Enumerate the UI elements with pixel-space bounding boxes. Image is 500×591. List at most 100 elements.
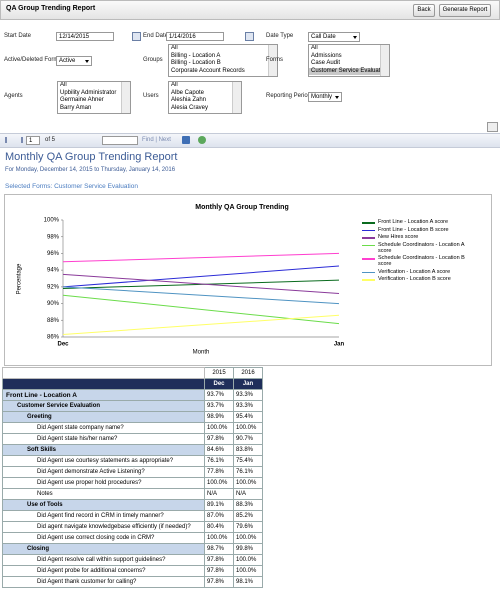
list-option[interactable]: Admissions [311,52,342,59]
y-tick-label: 88% [47,318,60,324]
collapse-button[interactable] [487,122,498,132]
date-type-select[interactable]: Call Date [308,32,360,42]
groups-listbox[interactable]: All Billing - Location A Billing - Locatio… [168,44,278,77]
list-option[interactable]: Alesia Cravey [171,104,209,111]
month-header-cell: Dec [204,378,234,390]
y-tick-label: 94% [47,268,60,274]
forms-status-select[interactable]: Active [56,56,92,66]
series-line [62,252,340,263]
x-tick-label: Dec [57,342,69,348]
row-label: Did Agent use courtesy statements as app… [2,455,205,467]
legend-entry: Front Line - Location A score [360,219,470,225]
series-line [62,294,340,325]
value-cell: 100.0% [233,565,263,577]
forms-listbox[interactable]: All Admissions Case Audit Customer Service … [308,44,390,77]
value-cell: 93.7% [204,389,234,401]
report-toolbar: 1 of 5 Find | Next [0,133,500,148]
series-line [62,286,340,305]
legend-label: Front Line - Location B score [378,226,449,233]
row-label: Did Agent state his/her name? [2,433,205,445]
legend-entry: Schedule Coordinators - Location B score [360,255,470,267]
value-cell: 77.8% [204,466,234,478]
table-row: Did agent navigate knowledgebase efficie… [2,521,263,533]
series-line [62,273,340,295]
value-cell: N/A [233,488,263,500]
row-label: Did Agent use proper hold procedures? [2,477,205,489]
y-tick-label: 92% [47,284,60,290]
generate-button[interactable]: Generate Report [439,4,491,17]
value-cell: 93.3% [233,389,263,401]
y-tick-label: 86% [47,335,60,341]
legend-swatch [362,244,375,246]
row-label: Did Agent resolve call within support gu… [2,554,205,566]
list-option[interactable]: Billing - Location B [171,60,221,66]
series-line [62,265,340,288]
row-label: Did Agent use correct closing code in CR… [2,532,205,544]
export-icon[interactable] [182,136,190,144]
agents-listbox[interactable]: All Upbility Administrator Germaine Ahner B… [57,81,131,114]
list-option[interactable]: Customer Service Evaluation [309,67,389,75]
value-cell: 100.0% [233,422,263,434]
table-row: Did Agent resolve call within support gu… [2,554,263,566]
row-label: Did Agent thank customer for calling? [2,576,205,588]
table-row: Did Agent use proper hold procedures? 100… [2,477,263,489]
table-row: Did Agent find record in CRM in timely m… [2,510,263,522]
calendar-icon[interactable] [245,32,254,41]
refresh-icon[interactable] [198,136,206,144]
value-cell: 98.1% [233,576,263,588]
value-cell: 87.0% [204,510,234,522]
list-option[interactable]: All [311,45,318,51]
list-option[interactable]: All [60,82,67,88]
row-label: Greeting [2,411,205,423]
legend-swatch [362,258,375,260]
value-cell: 95.4% [233,411,263,423]
row-label: Notes [2,488,205,500]
list-option[interactable]: Germaine Ahner [60,97,104,103]
label: Date Type [266,33,294,39]
back-button[interactable]: Back [413,4,435,17]
table-row: Front Line - Location A 93.7% 93.3% [2,389,263,401]
label: Active/Deleted Forms [4,57,62,63]
list-option[interactable]: Corporate Account Records [171,67,245,74]
value-cell: 85.2% [233,510,263,522]
list-option[interactable]: Case Audit [311,60,341,66]
value-cell: 100.0% [233,532,263,544]
list-option[interactable]: Aleshia Zahn [171,97,207,103]
list-option[interactable]: All [171,45,178,51]
value-cell: 84.6% [204,444,234,456]
table-row: Notes N/A N/A [2,488,263,500]
value-cell: 100.0% [204,532,234,544]
table-row: Did Agent use correct closing code in CR… [2,532,263,544]
list-option[interactable]: Albe Capote [171,89,205,96]
value-cell: 100.0% [204,422,234,434]
start-date-input[interactable]: 12/14/2015 [56,32,114,41]
list-option[interactable]: Billing - Location A [171,52,221,59]
selected-forms: Selected Forms: Customer Service Evaluat… [5,183,138,190]
end-date-input[interactable]: 1/14/2016 [166,32,224,41]
page-input[interactable]: 1 [26,136,40,145]
list-option[interactable]: All [171,82,178,88]
legend-swatch [362,229,375,231]
reporting-period-select[interactable]: Monthly [308,92,342,102]
month-header: Dec Jan [2,378,263,390]
label: End Date [143,33,169,39]
users-listbox[interactable]: All Albe Capote Aleshia Zahn Alesia Cravey [168,81,242,114]
find-next[interactable]: Find | Next [142,137,171,143]
list-option[interactable]: Upbility Administrator [60,89,117,96]
row-label: Did Agent demonstrate Active Listening? [2,466,205,478]
y-tick-label: 96% [47,251,60,257]
label: Forms [266,57,283,63]
row-label: Did agent navigate knowledgebase efficie… [2,521,205,533]
calendar-icon[interactable] [132,32,141,41]
y-tick-label: 98% [47,234,60,240]
value-cell: 83.8% [233,444,263,456]
find-input[interactable] [102,136,138,145]
nav-buttons[interactable] [5,137,23,143]
chart: Monthly QA Group Trending Percentage Mon… [17,204,345,356]
row-label: Use of Tools [2,499,205,511]
list-option[interactable]: Barry Aman [60,104,92,111]
legend-label: New Hires score [378,234,419,240]
value-cell: 88.3% [233,499,263,511]
y-tick-label: 90% [47,301,60,307]
chart-title: Monthly QA Group Trending [195,204,288,211]
